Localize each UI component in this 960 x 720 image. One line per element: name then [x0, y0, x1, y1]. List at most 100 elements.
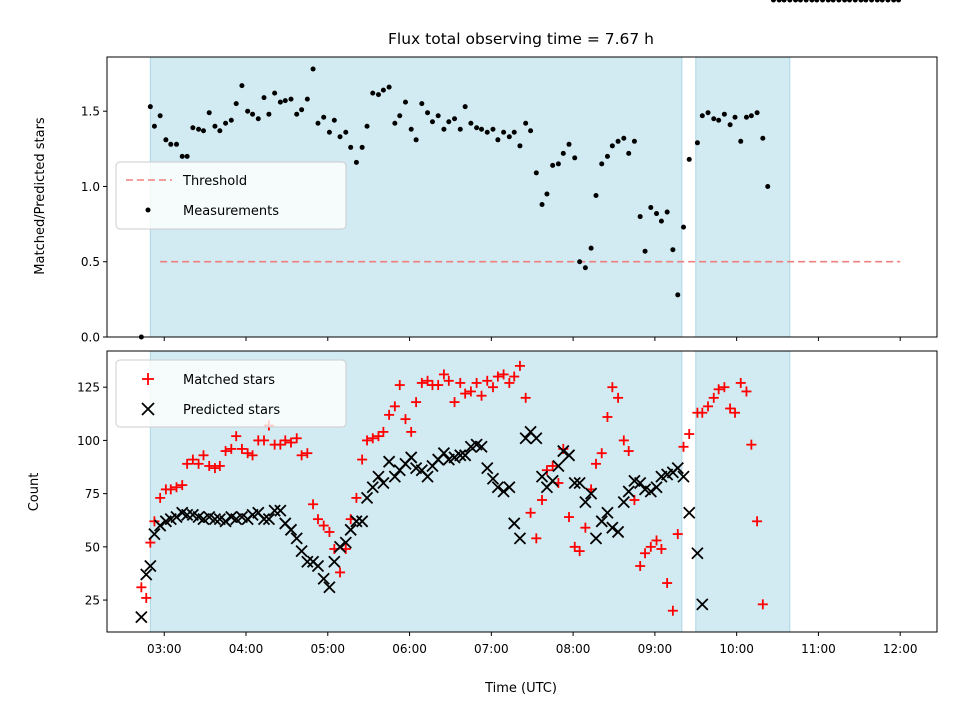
measurement-point: [781, 0, 787, 3]
x-tick-label: 07:00: [474, 642, 509, 656]
predicted-point: [677, 470, 690, 483]
predicted-point: [301, 555, 314, 568]
matched-point: [635, 561, 646, 572]
x-tick-label: 06:00: [392, 642, 427, 656]
matched-point: [318, 520, 329, 531]
measurement-point: [814, 0, 820, 3]
predicted-point: [140, 568, 153, 581]
x-tick-label: 11:00: [801, 642, 836, 656]
x-axis-label: Time (UTC): [484, 681, 557, 696]
matched-point: [367, 433, 378, 444]
matched-point: [141, 592, 152, 603]
matched-point: [302, 448, 313, 459]
matched-point: [645, 541, 656, 552]
matched-legend-label: Matched stars: [183, 373, 275, 388]
measurement-point: [435, 113, 441, 119]
matched-legend-swatch: [142, 373, 154, 385]
matched-point: [525, 507, 536, 518]
matched-point: [171, 482, 182, 493]
matched-point: [416, 377, 427, 388]
measurement-point: [288, 96, 294, 102]
predicted-point: [421, 470, 434, 483]
measurement-point: [874, 0, 880, 3]
predicted-point: [611, 525, 625, 539]
x-tick-label: 05:00: [310, 642, 345, 656]
measurement-point: [212, 123, 218, 129]
predicted-point: [311, 559, 325, 573]
measurement-point: [637, 214, 643, 220]
predicted-point: [388, 470, 401, 483]
measurement-point: [511, 129, 517, 135]
predicted-point: [317, 572, 330, 585]
matched-point: [378, 426, 389, 437]
measurement-point: [517, 143, 523, 149]
matched-point: [443, 375, 454, 386]
measurement-point: [337, 134, 343, 140]
matched-point: [607, 382, 618, 393]
measurement-point: [820, 0, 826, 3]
matched-point: [362, 435, 373, 446]
predicted-point: [355, 515, 369, 528]
x-tick-label: 12:00: [883, 642, 918, 656]
predicted-point: [481, 461, 494, 475]
predicted-point: [372, 470, 385, 483]
measurement-point: [223, 120, 229, 126]
predicted-point: [268, 504, 281, 517]
predicted-point: [691, 547, 704, 560]
measurement-point: [609, 143, 615, 149]
measurement-point: [217, 128, 223, 134]
shaded-interval-2: [695, 350, 791, 633]
measurement-point: [506, 134, 512, 140]
y-tick-label: 1.0: [81, 180, 100, 194]
measurement-point: [539, 202, 545, 208]
matched-point: [678, 441, 689, 452]
predicted-point: [589, 532, 603, 545]
matched-point: [449, 397, 460, 408]
top-y-axis: 0.0 0.5 1.0 1.5: [81, 105, 107, 345]
matched-point: [613, 392, 624, 403]
predicted-point: [617, 496, 630, 509]
chart-title: Flux total observing time = 7.67 h: [388, 30, 654, 48]
measurement-point: [294, 111, 300, 117]
predicted-point: [454, 449, 467, 462]
measurement-point: [310, 66, 316, 72]
matched-point: [389, 401, 400, 412]
predicted-point: [262, 513, 276, 526]
measurements-legend-label: Measurements: [183, 204, 279, 219]
matched-point: [618, 435, 629, 446]
measurement-point: [441, 126, 447, 132]
measurement-point: [891, 0, 897, 3]
matched-point: [209, 463, 220, 474]
measurement-point: [885, 0, 891, 3]
measurement-point: [686, 156, 692, 162]
bottom-axes-frame: [106, 350, 938, 633]
y-tick-label: 1.5: [81, 105, 100, 119]
matched-point: [182, 458, 193, 469]
predicted-point: [333, 540, 347, 553]
measurement-point: [228, 117, 234, 123]
measurement-point: [402, 99, 408, 105]
predicted-point: [366, 481, 379, 494]
x-tick-label: 08:00: [556, 642, 591, 656]
measurement-point: [174, 141, 180, 147]
matched-point: [541, 465, 552, 476]
measurement-point: [711, 116, 717, 122]
measurement-point: [462, 104, 468, 110]
predicted-point: [148, 527, 161, 541]
predicted-point: [274, 504, 287, 517]
measurement-point: [200, 128, 206, 134]
predicted-point: [557, 444, 570, 458]
measurement-point: [550, 162, 556, 168]
predicted-point: [671, 461, 684, 475]
measurement-point: [326, 129, 332, 135]
matched-point: [165, 484, 176, 495]
predicted-point: [284, 523, 298, 536]
matched-point: [656, 543, 667, 554]
predicted-point: [295, 544, 308, 558]
matched-point: [498, 369, 509, 380]
measurement-point: [446, 119, 452, 125]
predicted-point: [144, 559, 157, 573]
matched-point: [384, 409, 395, 420]
predicted-point: [530, 432, 543, 445]
predicted-point: [535, 470, 549, 483]
